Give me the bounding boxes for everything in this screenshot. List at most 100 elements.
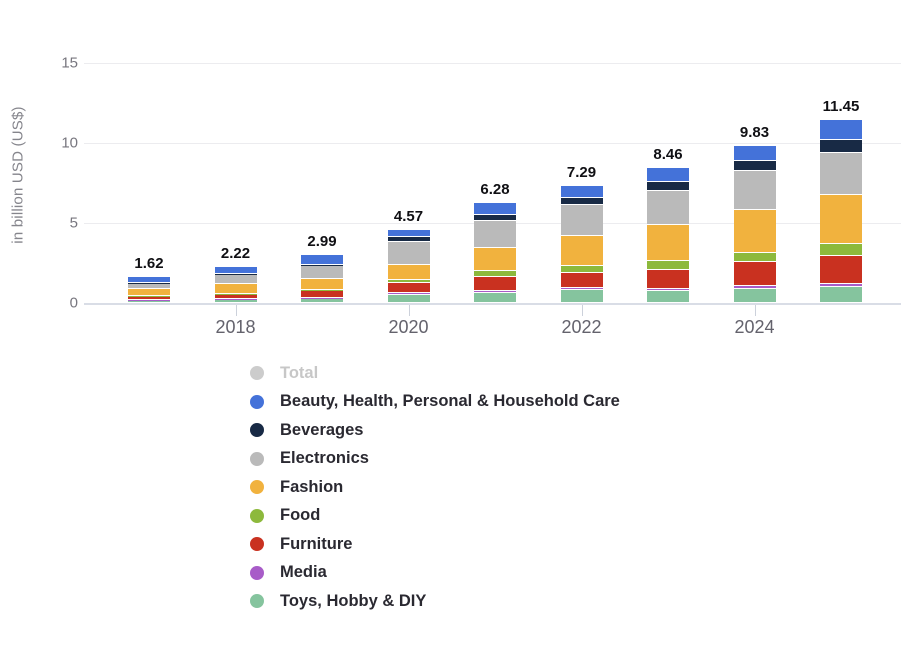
bar-segment-beverages-2017[interactable] [128, 282, 170, 284]
bar-segment-media-2022[interactable] [560, 288, 603, 290]
bar-segment-fashion-2023[interactable] [647, 225, 689, 260]
bar-segment-fashion-2022[interactable] [560, 235, 603, 266]
bar-segment-beverages-2025[interactable] [820, 140, 862, 152]
bar-segment-food-2022[interactable] [560, 266, 603, 273]
bar-segment-furniture-2018[interactable] [214, 294, 257, 298]
bar-segment-furniture-2022[interactable] [560, 273, 603, 288]
legend-dot-media [250, 565, 264, 580]
bar-segment-beauty-health-personal-household-care-2021[interactable] [474, 202, 516, 214]
x-tick-2020 [408, 305, 410, 316]
bar-segment-toys-hobby-diy-2017[interactable] [128, 300, 170, 302]
bar-segment-furniture-2024[interactable] [733, 262, 776, 286]
bar-segment-furniture-2020[interactable] [387, 282, 430, 293]
y-axis-title: in billion USD (US$) [9, 106, 27, 244]
legend-dot-electronics [250, 451, 264, 466]
legend-item-food[interactable]: Food [250, 505, 320, 527]
bar-segment-fashion-2020[interactable] [387, 264, 430, 280]
legend-item-furniture[interactable]: Furniture [250, 533, 352, 555]
bar-segment-media-2023[interactable] [647, 288, 689, 291]
bar-segment-media-2020[interactable] [387, 293, 430, 294]
legend-label-fashion: Fashion [280, 477, 344, 496]
bar-segment-beauty-health-personal-household-care-2025[interactable] [820, 119, 862, 140]
bar-segment-food-2023[interactable] [647, 260, 689, 270]
x-tick-2022 [581, 305, 583, 316]
bar-segment-toys-hobby-diy-2020[interactable] [387, 295, 430, 302]
bar-segment-beauty-health-personal-household-care-2022[interactable] [560, 186, 603, 198]
bar-segment-beauty-health-personal-household-care-2017[interactable] [128, 277, 170, 282]
bar-segment-media-2017[interactable] [128, 300, 170, 302]
legend-item-beverages[interactable]: Beverages [250, 419, 363, 441]
bar-segment-food-2019[interactable] [301, 289, 343, 291]
bar-segment-toys-hobby-diy-2022[interactable] [560, 290, 603, 302]
legend-item-fashion[interactable]: Fashion [250, 476, 343, 498]
x-tick-label-2024: 2024 [734, 317, 775, 337]
bar-segment-toys-hobby-diy-2018[interactable] [214, 299, 257, 302]
bar-total-label-2023: 8.46 [653, 145, 683, 163]
bar-segment-toys-hobby-diy-2024[interactable] [733, 288, 776, 302]
bar-segment-fashion-2017[interactable] [128, 289, 170, 296]
bar-segment-electronics-2021[interactable] [474, 221, 516, 248]
bar-segment-media-2018[interactable] [214, 299, 257, 300]
legend-item-beauty-health-personal-household-care[interactable]: Beauty, Health, Personal & Household Car… [250, 391, 620, 413]
legend-item-electronics[interactable]: Electronics [250, 448, 369, 470]
bar-segment-beauty-health-personal-household-care-2020[interactable] [387, 229, 430, 237]
legend-item-media[interactable]: Media [250, 562, 327, 584]
bar-segment-toys-hobby-diy-2019[interactable] [301, 298, 343, 302]
bar-segment-beverages-2023[interactable] [647, 181, 689, 190]
bar-total-label-2025: 11.45 [822, 97, 860, 115]
bar-segment-furniture-2025[interactable] [820, 256, 862, 284]
bar-segment-fashion-2024[interactable] [733, 209, 776, 252]
legend-dot-beauty-health-personal-household-care [250, 394, 264, 409]
legend-dot-total [250, 366, 264, 380]
bar-segment-furniture-2023[interactable] [647, 270, 689, 288]
bar-segment-food-2025[interactable] [820, 244, 862, 256]
bar-segment-electronics-2024[interactable] [733, 170, 776, 209]
bar-segment-fashion-2021[interactable] [474, 248, 516, 271]
bar-segment-beverages-2018[interactable] [214, 274, 257, 275]
y-tick-label-15: 15 [61, 54, 78, 72]
bar-segment-electronics-2025[interactable] [820, 152, 862, 194]
bar-segment-furniture-2017[interactable] [128, 297, 170, 300]
legend-label-toys-hobby-diy: Toys, Hobby & DIY [280, 591, 427, 610]
bar-segment-electronics-2023[interactable] [647, 190, 689, 225]
bar-segment-electronics-2019[interactable] [301, 265, 343, 278]
bar-segment-electronics-2017[interactable] [128, 283, 170, 289]
bar-segment-media-2025[interactable] [820, 284, 862, 287]
bar-segment-fashion-2025[interactable] [820, 195, 862, 244]
bar-segment-beverages-2024[interactable] [733, 161, 776, 170]
bar-segment-beauty-health-personal-household-care-2018[interactable] [214, 267, 257, 274]
bar-segment-beauty-health-personal-household-care-2023[interactable] [647, 167, 689, 181]
bar-segment-beverages-2019[interactable] [301, 264, 343, 266]
bar-segment-food-2021[interactable] [474, 271, 516, 277]
bar-segment-food-2017[interactable] [128, 296, 170, 297]
bar-segment-media-2019[interactable] [301, 297, 343, 299]
legend-label-food: Food [280, 506, 321, 524]
bar-segment-media-2021[interactable] [474, 291, 516, 292]
bar-segment-beverages-2022[interactable] [560, 198, 603, 205]
bar-segment-food-2020[interactable] [387, 280, 430, 282]
x-tick-label-2018: 2018 [215, 317, 256, 337]
legend-label-beverages: Beverages [280, 420, 364, 439]
bar-segment-electronics-2018[interactable] [214, 275, 257, 284]
x-tick-2018 [235, 305, 237, 316]
legend-label-total: Total [280, 363, 319, 382]
bar-segment-toys-hobby-diy-2025[interactable] [820, 287, 862, 302]
bar-segment-food-2018[interactable] [214, 293, 257, 295]
bar-segment-toys-hobby-diy-2023[interactable] [647, 291, 689, 302]
bar-segment-media-2024[interactable] [733, 286, 776, 288]
legend-item-toys-hobby-diy[interactable]: Toys, Hobby & DIY [250, 590, 426, 612]
bar-segment-fashion-2018[interactable] [214, 284, 257, 293]
bar-segment-toys-hobby-diy-2021[interactable] [474, 292, 516, 302]
bar-segment-beauty-health-personal-household-care-2024[interactable] [733, 145, 776, 161]
bar-segment-beauty-health-personal-household-care-2019[interactable] [301, 255, 343, 264]
bar-segment-fashion-2019[interactable] [301, 278, 343, 289]
bar-segment-electronics-2020[interactable] [387, 241, 430, 264]
bar-segment-furniture-2019[interactable] [301, 291, 343, 297]
bar-segment-beverages-2020[interactable] [387, 237, 430, 241]
bar-segment-food-2024[interactable] [733, 252, 776, 262]
bar-segment-beverages-2021[interactable] [474, 214, 516, 221]
bar-segment-electronics-2022[interactable] [560, 205, 603, 235]
legend-item-total[interactable]: Total [250, 362, 318, 384]
bar-segment-furniture-2021[interactable] [474, 277, 516, 290]
